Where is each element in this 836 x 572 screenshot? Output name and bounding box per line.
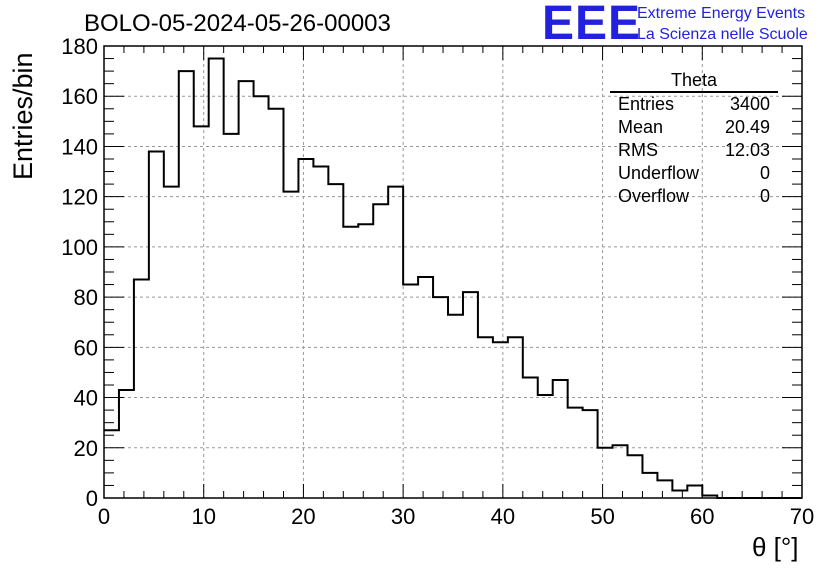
histogram-bin [508,337,523,498]
x-axis-label: θ [°] [752,532,799,562]
x-tick-label: 50 [590,504,614,529]
stats-value: 3400 [729,94,770,114]
histogram-bin [313,167,328,498]
stats-value: 20.49 [724,117,770,137]
stats-row-overflow: Overflow 0 [610,185,778,208]
histogram-bin [164,187,179,498]
histogram-bin [328,184,343,498]
chart-title: BOLO-05-2024-05-26-00003 [84,10,391,37]
histogram-bin [239,81,254,498]
stats-label: Underflow [618,163,700,183]
y-tick-label: 80 [74,285,98,310]
histogram-bin [493,342,508,498]
histogram-bin [179,71,194,498]
y-tick-label: 120 [61,185,98,210]
eee-logo-mark: EEE [542,0,642,50]
x-tick-label: 20 [291,504,315,529]
histogram-bin [269,109,284,498]
histogram-outline [104,57,802,499]
stats-label: RMS [618,140,658,160]
y-tick-label: 180 [61,34,98,59]
histogram-bin [373,204,388,498]
y-axis-label: Entries/bin [8,52,38,180]
histogram-bin [628,455,643,498]
stats-label: Entries [618,94,675,114]
stats-label: Mean [618,117,664,137]
y-tick-label: 100 [61,235,98,260]
logo-line-2: La Scienza nelle Scuole [637,26,808,43]
histogram-bin [358,224,373,498]
stats-row-mean: Mean 20.49 [610,116,778,139]
y-tick-label: 160 [61,84,98,109]
x-tick-label: 0 [98,504,110,529]
histogram-bin [119,390,134,498]
histogram-bin [478,337,493,498]
stats-value: 0 [759,163,770,183]
stats-box: Theta Entries 3400 Mean 20.49 RMS 12.03 … [610,70,778,208]
stats-value: 12.03 [724,140,770,160]
y-tick-label: 140 [61,134,98,159]
stats-row-underflow: Underflow 0 [610,162,778,185]
histogram-bin [298,159,313,498]
x-tick-label: 40 [491,504,515,529]
histogram-bin [224,134,239,498]
histogram-bin [657,480,672,498]
histogram-bin [687,485,702,498]
histogram-bin [463,292,478,498]
histogram-bin [538,395,553,498]
histogram-bin [194,126,209,498]
histogram-bin [403,285,418,498]
histogram-bin [598,448,613,498]
histogram-bin [523,377,538,498]
stats-title: Theta [610,70,778,93]
stats-value: 0 [759,186,770,206]
eee-logo-text: Extreme Energy Events La Scienza nelle S… [637,3,808,45]
x-tick-label: 10 [191,504,215,529]
logo-line-1: Extreme Energy Events [637,5,806,22]
histogram-bin [209,59,224,498]
histogram-bin [104,430,119,498]
histogram-bin [613,445,628,498]
y-tick-label: 0 [86,486,98,511]
y-tick-label: 40 [74,386,98,411]
x-tick-label: 70 [790,504,814,529]
histogram-bin [283,192,298,498]
histogram-bin [672,490,687,498]
stats-row-rms: RMS 12.03 [610,139,778,162]
stats-label: Overflow [618,186,690,206]
histogram-bin [642,473,657,498]
y-tick-label: 60 [74,335,98,360]
histogram-bin [134,280,149,498]
y-tick-label: 20 [74,436,98,461]
histogram-bin [448,315,463,498]
histogram-bin [388,187,403,498]
histogram-bin [418,277,433,498]
x-tick-label: 60 [690,504,714,529]
histogram-bin [343,227,358,498]
histogram-bin [583,410,598,498]
histogram-bin [568,408,583,498]
histogram-bin [149,151,164,498]
x-tick-label: 30 [391,504,415,529]
stats-row-entries: Entries 3400 [610,93,778,116]
